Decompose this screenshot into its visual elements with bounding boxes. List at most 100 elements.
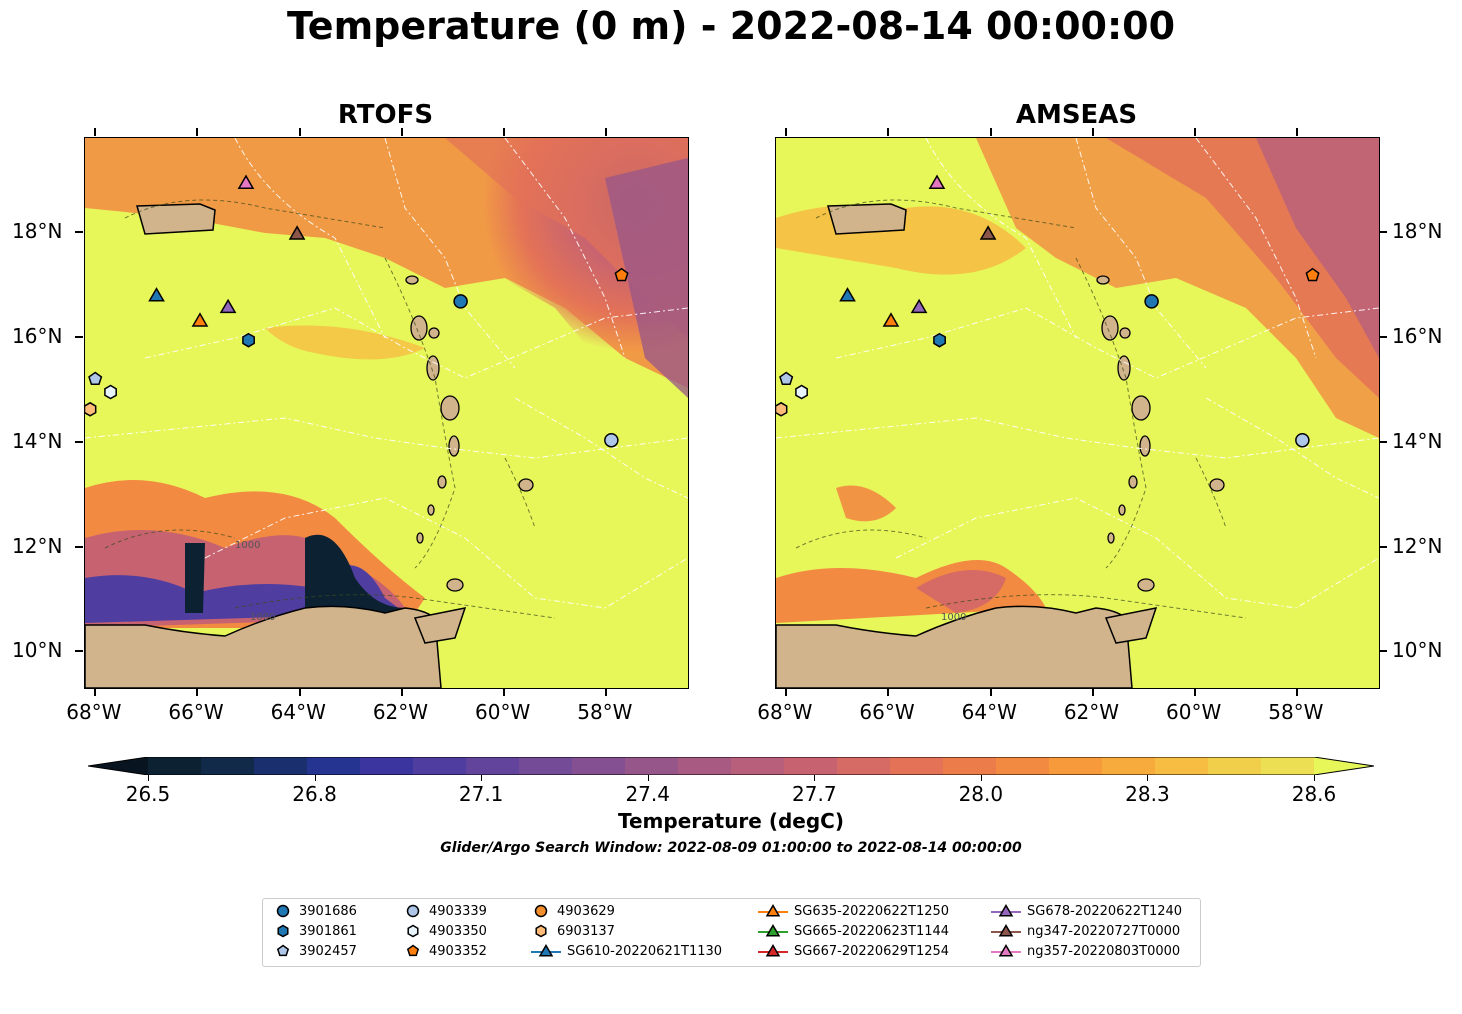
colorbar-segment [678, 757, 732, 775]
coldest-patch-northeast [1256, 138, 1379, 358]
lat-tick-mark [1379, 231, 1387, 234]
legend-label: SG665-20220623T1144 [794, 923, 950, 939]
colorbar-extend-min [88, 757, 148, 775]
lon-tick-mark [1194, 128, 1197, 136]
legend-marker-icon [406, 944, 420, 957]
observation-markers-rtofs [85, 174, 629, 448]
colorbar-segment [1208, 757, 1262, 775]
legend-item: 4903352 [403, 943, 487, 959]
colorbar-title: Temperature (degC) [618, 809, 844, 833]
lat-tick-mark [75, 545, 83, 548]
marker-4903352 [614, 267, 629, 282]
colorbar-tick-label: 26.5 [125, 782, 171, 806]
land-south-america [776, 605, 1133, 688]
marker-SG610-20220621T1130 [148, 287, 165, 302]
legend-label: 3901861 [299, 923, 357, 939]
legend-label: 4903629 [557, 903, 615, 919]
colorbar-segment [148, 757, 202, 775]
colorbar-bar [87, 756, 1375, 776]
land-puerto-rico [827, 203, 907, 235]
legend-item: 3901686 [273, 903, 357, 919]
map-panel-amseas: 1000 [775, 137, 1380, 689]
legend-item: 4903339 [403, 903, 487, 919]
legend-item: SG665-20220623T1144 [758, 923, 949, 939]
lat-tick-label: 12°N [12, 533, 63, 558]
legend-marker-icon [758, 924, 788, 937]
colorbar-tick-mark [148, 775, 149, 781]
marker-SG678-20220622T1240 [219, 298, 237, 314]
marker-4903350 [795, 384, 808, 400]
colorbar-tick-label: 28.6 [1291, 782, 1337, 806]
lat-tick-mark [75, 336, 83, 339]
legend-label: 3902457 [299, 943, 357, 959]
lon-tick-mark [785, 688, 788, 696]
lat-tick-label: 10°N [12, 638, 63, 663]
lon-tick-mark [196, 128, 199, 136]
colorbar-segment [1049, 757, 1103, 775]
lat-tick-label: 10°N [1392, 638, 1443, 663]
marker-3901686 [1144, 294, 1159, 309]
lon-tick-mark [503, 128, 506, 136]
marker-3901861 [933, 332, 946, 348]
legend-marker-icon [534, 904, 548, 918]
colorbar-tick-label: 27.7 [792, 782, 837, 806]
lon-tick-label: 68°W [66, 700, 122, 724]
marker-6903137 [85, 401, 97, 417]
marker-SG678-20220622T1240 [910, 298, 928, 314]
legend-label: ng357-20220803T0000 [1027, 943, 1181, 959]
colorbar-segment [572, 757, 626, 775]
colorbar-segment [307, 757, 361, 775]
lat-tick-label: 14°N [12, 428, 63, 453]
colorbar-segment [731, 757, 785, 775]
lon-tick-label: 60°W [475, 700, 531, 724]
legend-item: 4903629 [531, 903, 615, 919]
lat-tick-label: 14°N [1392, 428, 1443, 453]
lon-tick-mark [196, 688, 199, 696]
lon-tick-mark [1194, 688, 1197, 696]
legend-item: 4903350 [403, 923, 487, 939]
contour-label-2: 1000 [250, 612, 275, 623]
legend-item: 6903137 [531, 923, 615, 939]
marker-4903350 [104, 384, 117, 400]
warm-patch-west [836, 485, 896, 522]
contour-label-3: 1000 [941, 612, 966, 623]
lon-tick-label: 68°W [757, 700, 813, 724]
lat-tick-mark [75, 231, 83, 234]
search-window-note: Glider/Argo Search Window: 2022-08-09 01… [440, 840, 1022, 856]
colorbar-segment [625, 757, 679, 775]
legend-label: SG678-20220622T1240 [1027, 903, 1183, 919]
land-trinidad [1104, 607, 1158, 644]
colorbar-segment [837, 757, 891, 775]
colorbar-tick-mark [980, 775, 982, 781]
map-panel-rtofs: 1000 1000 [84, 137, 689, 689]
lon-tick-mark [605, 688, 608, 696]
legend-item: ng347-20220727T0000 [991, 923, 1180, 939]
marker-ng347-20220727T0000 [288, 225, 306, 240]
marker-4903339 [604, 432, 619, 448]
lon-tick-label: 62°W [1063, 700, 1120, 724]
marker-6903137 [776, 401, 788, 417]
contour-label-1: 1000 [235, 540, 260, 551]
marker-SG610-20220621T1130 [839, 287, 856, 302]
south-mid-ring [916, 570, 1006, 613]
legend-marker-icon [535, 924, 547, 938]
lon-tick-mark [1091, 128, 1094, 136]
legend-label: SG635-20220622T1250 [794, 903, 950, 919]
lon-tick-mark [1296, 688, 1299, 696]
colorbar-segment [201, 757, 255, 775]
lat-tick-label: 18°N [12, 219, 63, 244]
marker-3902457 [779, 371, 794, 385]
lon-tick-mark [605, 128, 608, 136]
marker-SG635-20220622T1250 [191, 312, 209, 327]
lon-tick-mark [887, 128, 890, 136]
colorbar-segment [1155, 757, 1209, 775]
legend-marker-icon [276, 904, 290, 918]
lon-tick-mark [94, 128, 97, 136]
lon-tick-label: 66°W [168, 700, 224, 724]
colorbar-segment [784, 757, 838, 775]
colorbar-segment [890, 757, 944, 775]
marker-4903352 [1305, 267, 1320, 282]
rtofs-temperature-field: 1000 1000 [85, 138, 688, 688]
colorbar-segment [519, 757, 573, 775]
colorbar-segment [943, 757, 997, 775]
